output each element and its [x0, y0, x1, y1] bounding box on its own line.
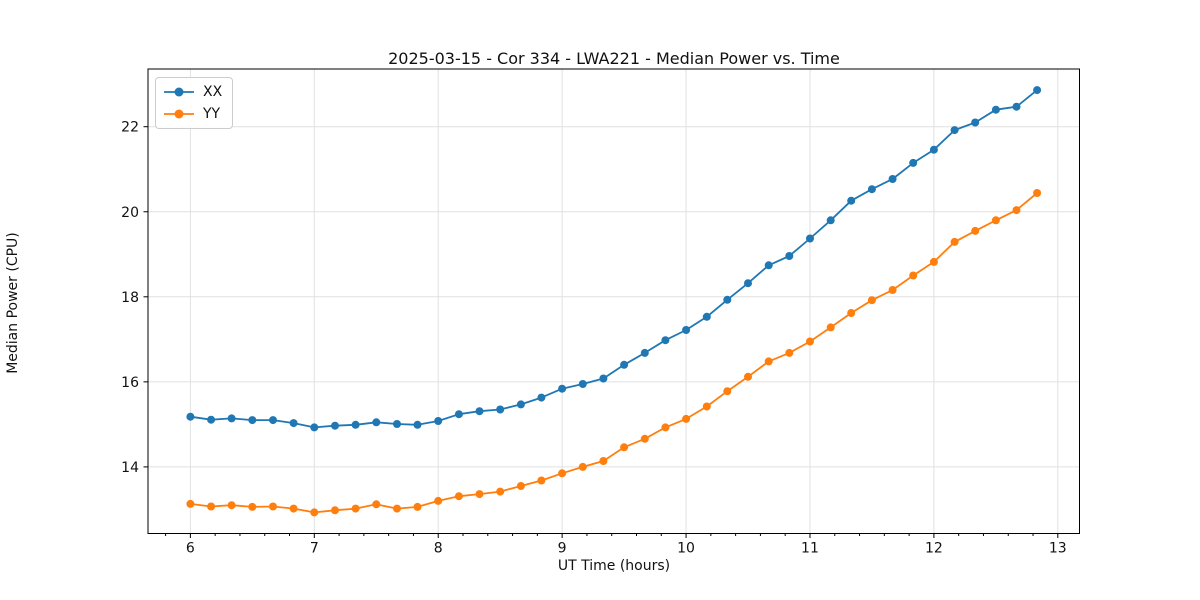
axes-frame	[147, 68, 1080, 534]
legend-item-xx: XX	[164, 83, 222, 101]
grid-lines	[148, 69, 1080, 534]
legend: XX YY	[155, 77, 234, 129]
x-axis-label: UT Time (hours)	[557, 558, 671, 574]
svg-text:20: 20	[121, 205, 139, 221]
svg-text:9: 9	[558, 541, 567, 557]
chart-title: 2025-03-15 - Cor 334 - LWA221 - Median P…	[388, 49, 840, 68]
legend-label: XX	[203, 84, 223, 100]
svg-text:22: 22	[121, 120, 139, 136]
legend-label: YY	[203, 106, 221, 122]
y-axis-label: Median Power (CPU)	[5, 232, 21, 374]
svg-text:13: 13	[1049, 541, 1067, 557]
svg-text:11: 11	[801, 541, 819, 557]
svg-text:6: 6	[186, 541, 195, 557]
legend-line-marker-icon	[164, 109, 194, 119]
svg-text:18: 18	[121, 290, 139, 306]
svg-text:16: 16	[121, 375, 139, 391]
svg-text:14: 14	[121, 460, 139, 476]
svg-text:8: 8	[434, 541, 443, 557]
data-series	[186, 86, 1042, 517]
svg-text:7: 7	[310, 541, 319, 557]
legend-line-marker-icon	[164, 87, 194, 97]
svg-text:10: 10	[677, 541, 695, 557]
tick-marks-and-labels: 6 7 8 9 10 11 12 13 14 16 18 20 22	[121, 120, 1067, 557]
legend-item-yy: YY	[164, 105, 222, 123]
svg-text:12: 12	[925, 541, 943, 557]
